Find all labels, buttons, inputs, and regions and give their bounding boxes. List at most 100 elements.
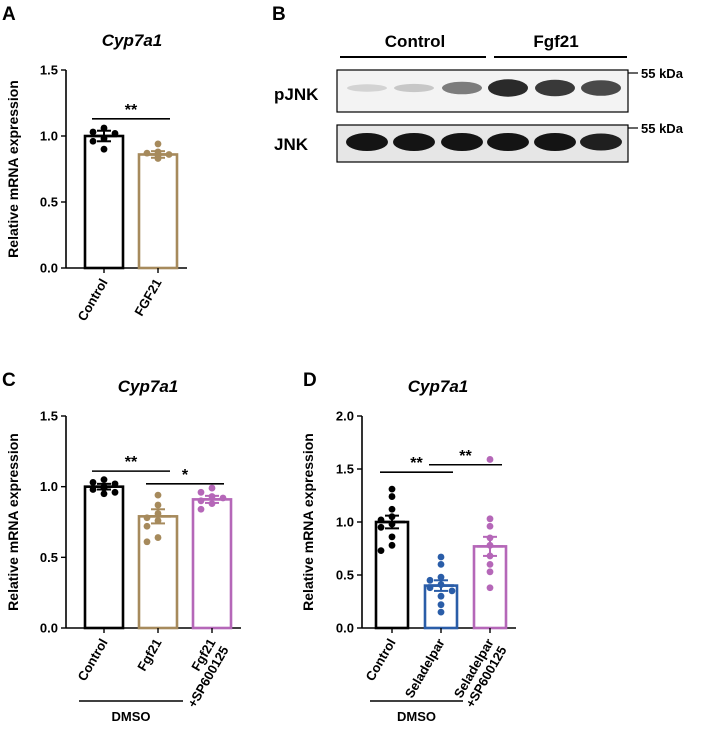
y-tick-label-a-0: 0.0 <box>40 261 58 276</box>
point-d-0-6 <box>377 523 385 531</box>
bar-c-2 <box>191 498 233 630</box>
point-c-2-0 <box>208 484 216 492</box>
category-label-d-2: Seladelpar+SP600125 <box>449 636 509 710</box>
y-axis-label-a: Relative mRNA expression <box>5 80 21 258</box>
y-tick-label-c-2: 1.0 <box>40 479 58 494</box>
significance-label-d-0: ** <box>410 455 423 472</box>
size-marker-pjnk: 55 kDa <box>641 66 684 81</box>
point-d-1-7 <box>437 592 445 600</box>
significance-label-a-0: ** <box>125 102 138 119</box>
point-d-1-1 <box>437 561 445 568</box>
category-label-c-1: Fgf21 <box>134 636 164 674</box>
point-d-2-2 <box>486 522 494 530</box>
point-a-0-4 <box>89 137 97 145</box>
blot-row-label-jnk: JNK <box>274 135 309 154</box>
point-d-2-1 <box>486 515 494 523</box>
y-tick-label-d-4: 2.0 <box>336 409 354 424</box>
panel-label-b: B <box>272 4 286 25</box>
point-d-0-7 <box>388 533 396 541</box>
point-d-1-2 <box>437 573 445 581</box>
point-a-0-1 <box>89 128 97 136</box>
point-c-1-1 <box>154 501 162 509</box>
point-d-1-0 <box>437 553 445 561</box>
significance-label-c-1: * <box>182 467 189 484</box>
point-d-0-1 <box>388 493 396 500</box>
jnk-band-4 <box>534 133 576 151</box>
jnk-band-1 <box>393 133 435 151</box>
point-d-0-2 <box>388 505 396 513</box>
y-tick-label-d-1: 0.5 <box>336 568 354 583</box>
significance-label-c-0: ** <box>125 454 138 471</box>
y-tick-label-d-3: 1.5 <box>336 462 354 477</box>
point-c-0-7 <box>100 490 108 498</box>
point-d-1-6 <box>448 587 456 595</box>
pjnk-band-5 <box>581 80 621 96</box>
point-c-2-1 <box>197 488 205 496</box>
y-tick-label-a-2: 1.0 <box>40 129 58 144</box>
chart-title-d: Cyp7a1 <box>408 377 468 396</box>
pjnk-band-0 <box>347 84 387 92</box>
blot-membrane-pjnk <box>336 69 629 113</box>
point-d-2-7 <box>486 568 494 576</box>
category-label-d-1: Seladelpar <box>402 636 448 700</box>
chart-panel-c: Cyp7a1 Relative mRNA expression 0.0 0.5 1.0 1… <box>5 377 241 724</box>
blot-row-label-pjnk: pJNK <box>274 85 319 104</box>
size-marker-jnk: 55 kDa <box>641 121 684 136</box>
bar-c-1 <box>137 515 179 630</box>
panel-label-c: C <box>2 370 16 391</box>
bar-a-0 <box>83 134 125 270</box>
point-c-1-5 <box>143 522 151 530</box>
point-c-1-6 <box>154 534 162 541</box>
panel-label-d: D <box>303 370 317 391</box>
point-d-2-0 <box>486 456 494 463</box>
jnk-band-0 <box>346 133 388 151</box>
point-d-2-6 <box>486 561 494 568</box>
blot-group-label-fgf21: Fgf21 <box>533 32 578 51</box>
point-c-1-0 <box>154 491 162 499</box>
point-c-0-0 <box>100 476 108 483</box>
chart-panel-a: Cyp7a1 Relative mRNA expression 0.0 0.5 1.0 1… <box>5 31 187 324</box>
category-label-a-0: Control <box>74 276 110 324</box>
jnk-band-2 <box>441 133 483 151</box>
y-tick-label-d-2: 1.0 <box>336 515 354 530</box>
jnk-band-3 <box>487 133 529 151</box>
jnk-band-5 <box>580 133 622 151</box>
y-tick-label-a-1: 0.5 <box>40 195 58 210</box>
point-c-0-6 <box>111 488 119 496</box>
group-bracket-label-c: DMSO <box>112 709 151 724</box>
y-tick-label-c-1: 0.5 <box>40 550 58 565</box>
point-d-1-8 <box>437 601 445 609</box>
blot-group-label-control: Control <box>385 32 445 51</box>
pjnk-band-3 <box>488 79 528 97</box>
group-bracket-label-d: DMSO <box>397 709 436 724</box>
point-d-0-8 <box>388 541 396 549</box>
y-axis-label-c: Relative mRNA expression <box>5 433 21 611</box>
point-d-1-3 <box>426 576 434 584</box>
chart-title-a: Cyp7a1 <box>102 31 162 50</box>
bar-c-0 <box>83 485 125 630</box>
chart-title-c: Cyp7a1 <box>118 377 178 396</box>
point-d-0-9 <box>377 547 385 555</box>
bar-a-1 <box>137 153 179 270</box>
western-blot: Control Fgf21 pJNK JNK 55 kDa 55 kDa <box>274 32 684 163</box>
category-label-a-1: FGF21 <box>131 276 164 319</box>
pjnk-band-1 <box>394 83 434 93</box>
y-tick-label-c-3: 1.5 <box>40 409 58 424</box>
y-tick-label-c-0: 0.0 <box>40 621 58 636</box>
pjnk-band-4 <box>535 79 575 97</box>
y-tick-label-d-0: 0.0 <box>336 621 354 636</box>
chart-panel-d: Cyp7a1 Relative mRNA expression 0.0 0.5 1.0 1… <box>300 377 516 724</box>
y-axis-label-d: Relative mRNA expression <box>300 433 316 611</box>
category-label-c-0: Control <box>74 636 110 684</box>
point-c-0-1 <box>89 479 97 486</box>
category-label-c-2: Fgf21+SP600125 <box>171 636 231 710</box>
panel-label-a: A <box>2 4 16 25</box>
y-tick-label-a-3: 1.5 <box>40 63 58 78</box>
point-a-0-5 <box>100 145 108 153</box>
point-c-2-6 <box>197 505 205 513</box>
point-d-0-0 <box>388 485 396 493</box>
pjnk-band-2 <box>442 81 482 95</box>
significance-label-d-1: ** <box>459 448 472 465</box>
category-label-d-0: Control <box>362 636 398 684</box>
